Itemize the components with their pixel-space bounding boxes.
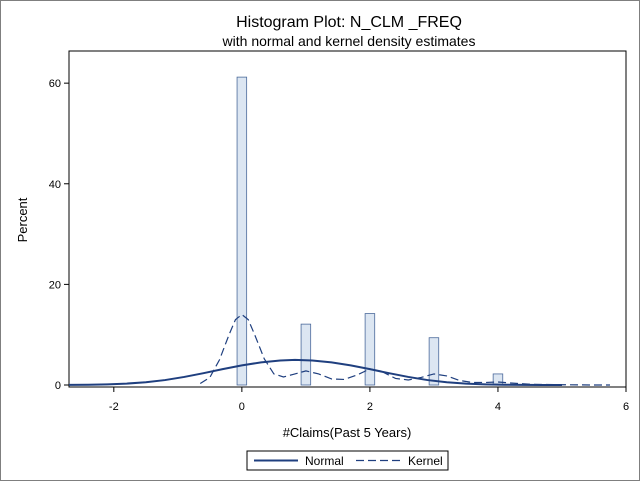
x-tick-label: 6 [623,401,629,413]
plot-area-frame [68,50,627,388]
y-tick-label: 40 [49,179,61,191]
histogram-bar-4 [492,373,504,386]
y-tick-label: 20 [49,279,61,291]
legend-normal-label: Normal [305,454,344,468]
normal-density-curve [68,358,562,386]
histogram-bars [236,76,504,386]
chart-subtitle: with normal and kernel density estimates [222,33,476,49]
chart-title: Histogram Plot: N_CLM _FREQ [236,14,462,31]
x-tick-label: 2 [367,401,373,413]
y-tick-label: 0 [55,380,61,392]
x-tick-label: 4 [495,401,501,413]
x-tick-label: 0 [239,401,245,413]
kernel-density-curve [199,313,610,386]
x-tick-label: -2 [109,401,119,413]
legend: Normal Kernel [246,450,449,471]
histogram-bar-0 [236,76,248,386]
histogram-bar-3 [428,337,440,386]
legend-box [246,450,449,471]
density-curves [68,313,610,386]
y-axis-label: Percent [15,197,30,242]
x-axis-label: #Claims(Past 5 Years) [283,425,412,440]
legend-kernel-label: Kernel [408,454,443,468]
y-tick-label: 60 [49,78,61,90]
histogram-bar-2 [364,313,376,386]
histogram-bar-1 [300,323,312,386]
